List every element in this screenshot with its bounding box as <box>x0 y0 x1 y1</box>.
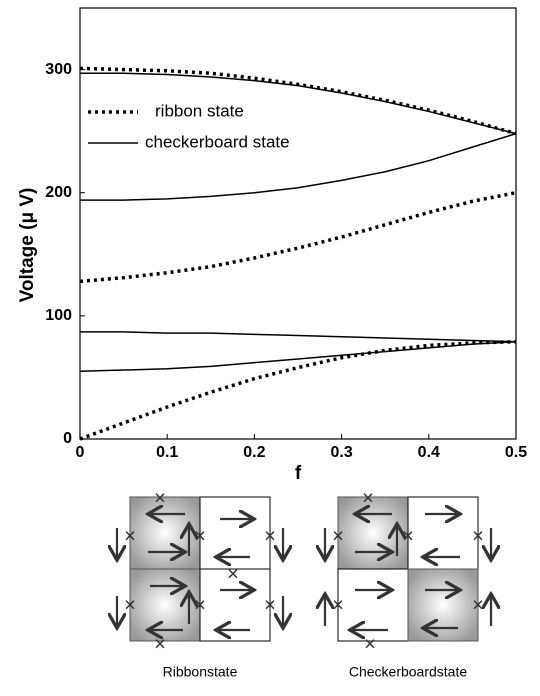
svg-text:×: × <box>264 525 276 547</box>
ribbon-diagram: × × × × × × × × × Ribbonstate <box>117 487 283 680</box>
svg-text:×: × <box>472 594 484 616</box>
x-tick-label: 0 <box>76 444 85 461</box>
series-line <box>79 340 517 373</box>
plot: 0 0.1 0.2 0.3 0.4 0.5 0 100 200 300 ribbon state ch… <box>45 7 527 461</box>
svg-text:×: × <box>264 594 276 616</box>
series-line <box>80 72 517 135</box>
series-line <box>79 190 517 284</box>
svg-text:×: × <box>194 525 206 547</box>
x-tick-label: 0.3 <box>330 444 352 461</box>
plot-frame <box>79 7 517 440</box>
svg-text:×: × <box>402 525 414 547</box>
series-line <box>80 132 517 201</box>
x-axis-label: f <box>295 463 302 484</box>
y-tick-label: 300 <box>45 61 72 78</box>
legend-label: ribbon state <box>155 101 244 120</box>
x-tick-label: 0.2 <box>243 444 265 461</box>
svg-text:×: × <box>364 633 376 655</box>
series-line <box>80 331 517 343</box>
svg-text:×: × <box>472 525 484 547</box>
svg-text:×: × <box>362 487 374 509</box>
svg-text:×: × <box>332 594 344 616</box>
x-tick-label: 0.4 <box>418 444 440 461</box>
y-axis-label: Voltage (μ V) <box>17 188 38 303</box>
svg-text:×: × <box>124 525 136 547</box>
x-tick-label: 0.1 <box>156 444 178 461</box>
svg-text:×: × <box>124 594 136 616</box>
series-line <box>79 339 517 441</box>
y-tick-label: 100 <box>45 307 72 324</box>
x-tick-label: 0.5 <box>505 444 527 461</box>
series-line <box>79 66 517 136</box>
legend-label: checkerboard state <box>145 132 290 151</box>
y-tick-label: 200 <box>45 184 72 201</box>
svg-text:×: × <box>227 563 239 585</box>
diagram-label: Ribbonstate <box>163 664 238 680</box>
svg-text:×: × <box>194 594 206 616</box>
diagram-label: Checkerboardstate <box>349 664 468 680</box>
y-tick-label: 0 <box>63 430 72 447</box>
svg-text:×: × <box>332 525 344 547</box>
svg-text:×: × <box>154 487 166 509</box>
checkerboard-diagram: × × × × × × × Checkerboardstate <box>325 487 491 680</box>
svg-text:×: × <box>154 633 166 655</box>
